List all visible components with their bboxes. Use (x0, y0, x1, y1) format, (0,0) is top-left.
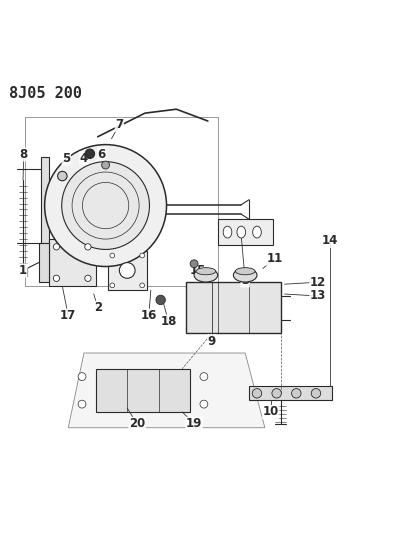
Circle shape (78, 400, 86, 408)
Bar (249, 386, 332, 400)
Circle shape (110, 283, 114, 288)
Text: 5: 5 (62, 152, 70, 165)
Ellipse shape (194, 268, 218, 282)
Ellipse shape (235, 268, 255, 274)
Ellipse shape (119, 263, 135, 278)
Circle shape (190, 260, 198, 268)
Circle shape (45, 144, 167, 266)
Circle shape (102, 161, 110, 169)
Text: 11: 11 (267, 252, 283, 265)
Circle shape (311, 389, 321, 398)
Circle shape (200, 373, 208, 381)
Ellipse shape (253, 226, 261, 238)
Circle shape (291, 389, 301, 398)
Bar (39, 243, 49, 282)
Text: 16: 16 (141, 309, 157, 322)
Circle shape (85, 149, 95, 158)
Text: 13: 13 (310, 289, 326, 303)
Circle shape (62, 161, 149, 249)
Circle shape (53, 244, 59, 250)
Circle shape (200, 400, 208, 408)
Bar (218, 219, 273, 245)
Text: 20: 20 (129, 417, 145, 430)
Text: 1: 1 (19, 264, 27, 277)
Circle shape (58, 171, 67, 181)
Circle shape (78, 373, 86, 381)
Text: 9: 9 (208, 335, 216, 348)
Text: 6: 6 (97, 148, 106, 161)
Text: 8: 8 (20, 148, 28, 161)
Text: 4: 4 (80, 152, 88, 165)
Bar (49, 239, 96, 286)
Text: 19: 19 (186, 417, 202, 430)
Circle shape (156, 295, 166, 305)
Circle shape (85, 244, 91, 250)
Circle shape (85, 275, 91, 281)
Circle shape (272, 389, 282, 398)
Circle shape (140, 253, 145, 258)
Circle shape (53, 275, 59, 281)
Text: 8J05 200: 8J05 200 (9, 86, 82, 101)
Ellipse shape (233, 268, 257, 282)
Text: 3: 3 (241, 274, 249, 287)
Bar (108, 251, 147, 290)
Text: 14: 14 (322, 235, 338, 247)
Text: 17: 17 (60, 309, 76, 322)
Ellipse shape (196, 268, 216, 274)
Text: 12: 12 (310, 276, 326, 289)
Text: 2: 2 (94, 301, 102, 314)
Text: 10: 10 (263, 406, 279, 418)
Text: 18: 18 (160, 315, 177, 328)
Text: 7: 7 (115, 118, 124, 132)
Polygon shape (68, 353, 265, 427)
Circle shape (140, 283, 145, 288)
Ellipse shape (237, 226, 246, 238)
Bar (96, 369, 190, 412)
Bar (25, 117, 218, 286)
Circle shape (110, 253, 114, 258)
Bar (41, 157, 49, 254)
Text: 15: 15 (190, 264, 206, 277)
Ellipse shape (223, 226, 232, 238)
Bar (186, 282, 281, 333)
Circle shape (252, 389, 262, 398)
